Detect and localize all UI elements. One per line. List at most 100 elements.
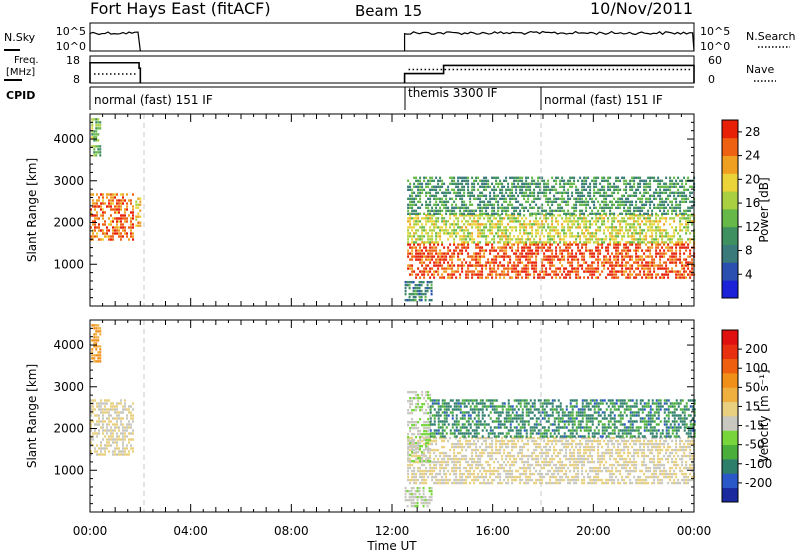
data-point-4 (605, 226, 608, 229)
data-point-4 (519, 223, 522, 226)
data-point-5 (431, 209, 434, 213)
data-point-2 (139, 209, 142, 212)
data-point-0 (100, 399, 102, 402)
data-point-6 (428, 286, 431, 290)
data-point-5 (559, 191, 562, 195)
data-point-0 (130, 202, 132, 205)
data-point-3 (531, 243, 534, 246)
data-point-4 (517, 214, 520, 217)
data-point-0 (96, 453, 98, 456)
data-point-2 (531, 454, 534, 458)
data-point-4 (501, 223, 504, 226)
data-point-2 (495, 439, 498, 443)
data-point-3 (491, 273, 494, 276)
data-point-3 (549, 264, 552, 267)
data-point-3 (543, 258, 546, 261)
data-point-4 (449, 226, 452, 229)
data-point-5 (635, 176, 638, 180)
data-point-5 (443, 206, 446, 210)
data-point-4 (543, 214, 546, 217)
data-point-4 (411, 235, 414, 238)
data-point-3 (417, 267, 420, 270)
data-point-4 (547, 232, 550, 235)
data-point-1 (97, 324, 100, 327)
data-point-4 (523, 214, 526, 217)
data-point-5 (457, 194, 460, 198)
data-point-3 (525, 267, 528, 270)
data-point-4 (555, 229, 558, 232)
data-point-5 (635, 191, 638, 195)
data-point-3 (665, 270, 668, 273)
data-point-3 (479, 273, 482, 276)
data-point-5 (501, 188, 504, 192)
data-point-0 (96, 450, 98, 453)
data-point-3 (515, 264, 518, 267)
data-point-2 (595, 439, 598, 443)
data-point-5 (537, 176, 540, 180)
data-point-4 (603, 229, 606, 232)
data-point-4 (535, 214, 538, 217)
data-point-0 (122, 408, 124, 411)
data-point-2 (479, 469, 482, 473)
data-point-3 (497, 267, 500, 270)
data-point-6 (416, 283, 419, 287)
data-point-2 (459, 445, 462, 449)
data-point-3 (517, 255, 520, 258)
data-point-4 (455, 229, 458, 232)
data-point-2 (451, 469, 454, 473)
data-point-2 (461, 481, 464, 485)
data-point-4 (461, 235, 464, 238)
data-point-4 (543, 217, 546, 220)
data-point-5 (455, 191, 458, 195)
data-point-5 (643, 206, 646, 210)
data-point-2 (557, 469, 560, 473)
data-point-3 (447, 273, 450, 276)
data-point-4 (435, 220, 438, 223)
data-point-5 (467, 209, 470, 213)
data-point-3 (643, 264, 646, 267)
data-point-3 (531, 267, 534, 270)
data-point-2 (505, 457, 508, 461)
data-point-5 (551, 176, 554, 180)
data-point-2 (485, 472, 488, 476)
data-point-0 (98, 223, 100, 226)
data-point-3 (581, 246, 584, 249)
data-point-2 (433, 481, 436, 485)
data-point-4 (687, 223, 690, 226)
data-point-2 (517, 469, 520, 473)
data-point-5 (501, 191, 504, 195)
data-point-1 (91, 357, 94, 360)
data-point-2 (517, 439, 520, 443)
data-point-2 (611, 442, 614, 446)
data-point-5 (533, 194, 536, 198)
data-point-3 (457, 243, 460, 246)
data-point-5 (613, 182, 616, 186)
data-point-4 (689, 232, 692, 235)
data-point-2 (445, 436, 448, 440)
data-point-0 (108, 223, 110, 226)
data-point-0 (102, 193, 104, 196)
data-point-0 (112, 229, 114, 232)
data-point-2 (533, 439, 536, 443)
data-point-4 (425, 223, 428, 226)
data-point-3 (481, 270, 484, 273)
data-point-3 (447, 261, 450, 264)
data-point-3 (523, 267, 526, 270)
data-point-5 (673, 209, 676, 213)
data-point-0 (92, 220, 94, 223)
data-point-6 (418, 289, 421, 293)
data-point-2 (549, 445, 552, 449)
data-point-5 (479, 212, 482, 216)
data-point-1 (91, 136, 94, 139)
data-point-4 (519, 241, 522, 244)
data-point-4 (505, 229, 508, 232)
data-point-0 (108, 205, 110, 208)
data-point-4 (517, 238, 520, 241)
data-point-3 (547, 255, 550, 258)
data-point-3 (663, 249, 666, 252)
data-point-0 (124, 408, 126, 411)
data-point-3 (519, 258, 522, 261)
data-point-4 (593, 232, 596, 235)
data-point-4 (687, 229, 690, 232)
data-point-2 (509, 475, 512, 479)
